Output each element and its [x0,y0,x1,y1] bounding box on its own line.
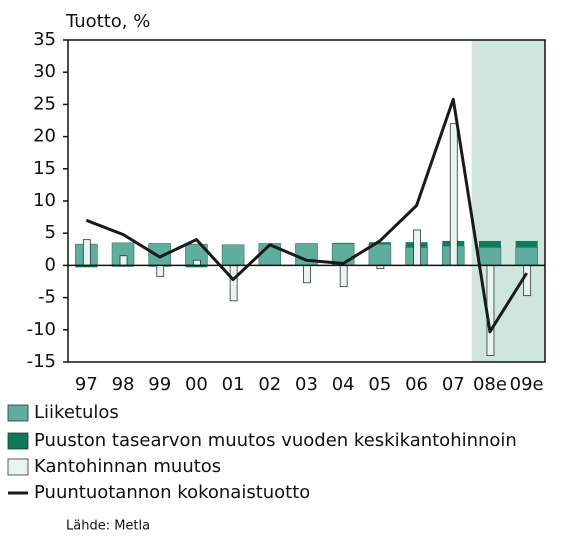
y-tick-label: -15 [27,351,56,372]
bar [75,265,98,268]
bar [332,242,355,244]
legend-label: Liiketulos [34,402,119,423]
x-tick-label: 99 [148,374,171,395]
legend-swatch [7,432,29,450]
source: Lähde: Metla [66,519,150,534]
bar [368,242,391,245]
legend-label: Puuston tasearvon muutos vuoden keskikan… [34,430,517,451]
y-tick-label: 0 [45,254,56,275]
bar [478,240,501,248]
x-tick-label: 00 [185,374,208,395]
bar [193,259,201,266]
bar [478,247,502,266]
y-tick-label: 35 [33,29,56,50]
x-tick-label: 06 [405,374,428,395]
x-tick-label: 07 [442,374,465,395]
x-tick-label: 08e [473,374,507,395]
y-tick-label: -10 [27,319,56,340]
y-tick-label: 10 [33,190,56,211]
x-tick-label: 01 [222,374,245,395]
plot-frame [67,39,546,363]
legend-swatch [7,458,29,476]
bar [229,264,238,302]
bar [185,265,208,268]
legend-label: Puuntuotannon kokonaistuotto [34,482,310,503]
x-tick-label: 03 [295,374,318,395]
x-tick-label: 02 [258,374,281,395]
x-tick-label: 97 [75,374,98,395]
bar [221,244,245,266]
bar [119,255,128,266]
x-tick-label: 05 [368,374,391,395]
bar [449,123,458,266]
bar [413,229,421,266]
forecast-shade [471,40,545,362]
y-tick-label: 25 [33,93,56,114]
x-tick-label: 98 [112,374,135,395]
y-tick-label: 30 [33,61,56,82]
bar [523,264,532,297]
y-axis-label: Tuotto, % [65,11,150,32]
bar [82,239,91,266]
y-tick-label: -5 [38,287,56,308]
y-tick-label: 20 [33,126,56,147]
bar [515,240,538,248]
legend-swatch [7,404,29,422]
legend-label: Kantohinnan muutos [34,456,221,477]
bar [515,247,538,266]
y-tick-label: 5 [45,222,56,243]
line-series [85,97,528,334]
x-tick-label: 04 [332,374,355,395]
bar [156,264,165,277]
bar [303,264,311,284]
y-tick-label: 15 [33,158,56,179]
bar [339,264,348,288]
x-tick-label: 09e [510,374,544,395]
